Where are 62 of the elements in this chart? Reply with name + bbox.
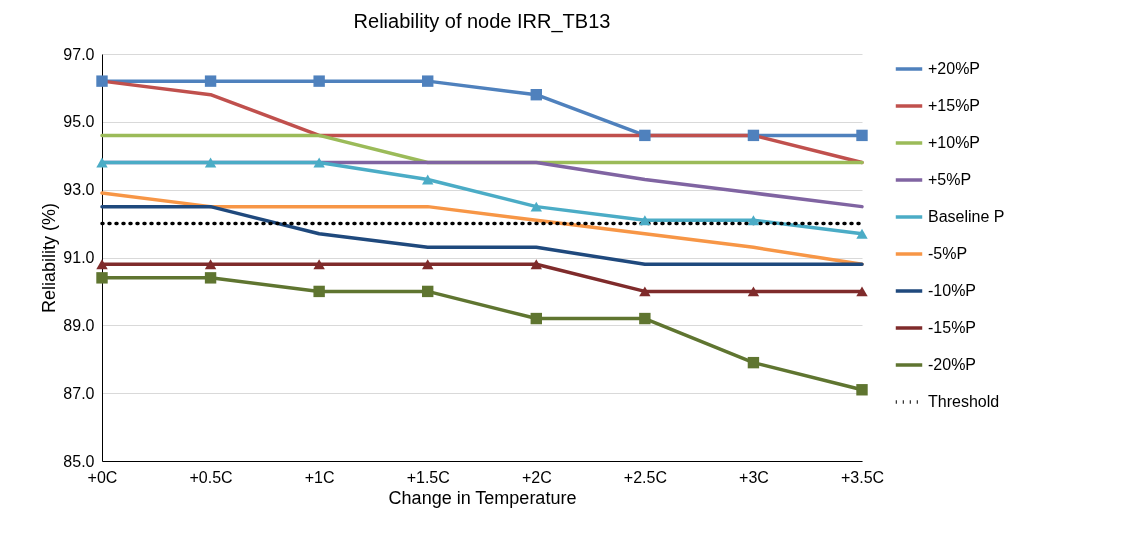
x-tick-label: +3C	[739, 468, 769, 486]
legend-label: Threshold	[928, 393, 1000, 410]
y-tick-label: 89.0	[63, 316, 95, 334]
point	[856, 384, 868, 396]
point	[530, 201, 542, 212]
legend-label: +15%P	[928, 97, 981, 114]
point	[639, 215, 651, 226]
legend-label: +5%P	[928, 171, 972, 188]
point	[96, 259, 108, 270]
point	[204, 272, 217, 284]
x-tick-label: +1.5C	[406, 468, 450, 486]
point	[747, 286, 760, 297]
x-axis-title: Change in Temperature	[388, 487, 577, 508]
y-tick-label: 87.0	[63, 384, 95, 402]
point	[96, 75, 108, 87]
x-tick-label: +0C	[87, 468, 118, 486]
legend-label: -5%P	[928, 245, 968, 262]
point	[96, 272, 108, 284]
point	[530, 89, 542, 101]
point	[204, 157, 217, 168]
x-tick-label: +2C	[521, 468, 552, 486]
point	[313, 285, 325, 298]
point	[747, 215, 760, 226]
point	[422, 75, 434, 87]
point	[747, 129, 760, 142]
y-tick-label: 91.0	[63, 249, 95, 266]
line-series	[100, 204, 864, 267]
legend-label: Baseline P	[928, 208, 1005, 225]
legend-label: -20%P	[928, 356, 977, 373]
point	[530, 259, 542, 270]
point	[422, 259, 434, 270]
y-axis-title: Reliability (%)	[39, 202, 60, 314]
x-tick-label: +3.5C	[840, 468, 885, 486]
y-tick-label: 85.0	[63, 452, 95, 470]
point	[96, 157, 108, 168]
x-tick-label: +0.5C	[189, 468, 233, 486]
point	[639, 286, 651, 297]
point	[856, 129, 868, 142]
point	[639, 312, 651, 325]
x-tick-label: +1C	[304, 468, 335, 486]
legend-label: -10%P	[928, 282, 977, 299]
y-tick-label: 97.0	[63, 45, 95, 63]
point	[422, 285, 434, 298]
x-tick-label: +2.5C	[623, 468, 667, 486]
legend-label: -15%P	[928, 319, 977, 336]
point	[313, 75, 325, 87]
y-tick-label: 93.0	[63, 181, 95, 199]
point	[422, 174, 434, 185]
point	[856, 228, 868, 239]
chart-title: Reliability of node IRR_TB13	[353, 10, 611, 33]
y-tick-label: 95.0	[63, 113, 95, 131]
point	[747, 356, 760, 369]
point	[313, 157, 325, 168]
legend-label: +20%P	[928, 60, 981, 77]
legend-label: +10%P	[928, 134, 981, 151]
point	[204, 259, 217, 270]
point	[856, 286, 868, 297]
point	[313, 259, 325, 270]
line-series	[100, 191, 864, 267]
point	[530, 312, 542, 325]
point	[639, 129, 651, 142]
point	[204, 75, 217, 87]
